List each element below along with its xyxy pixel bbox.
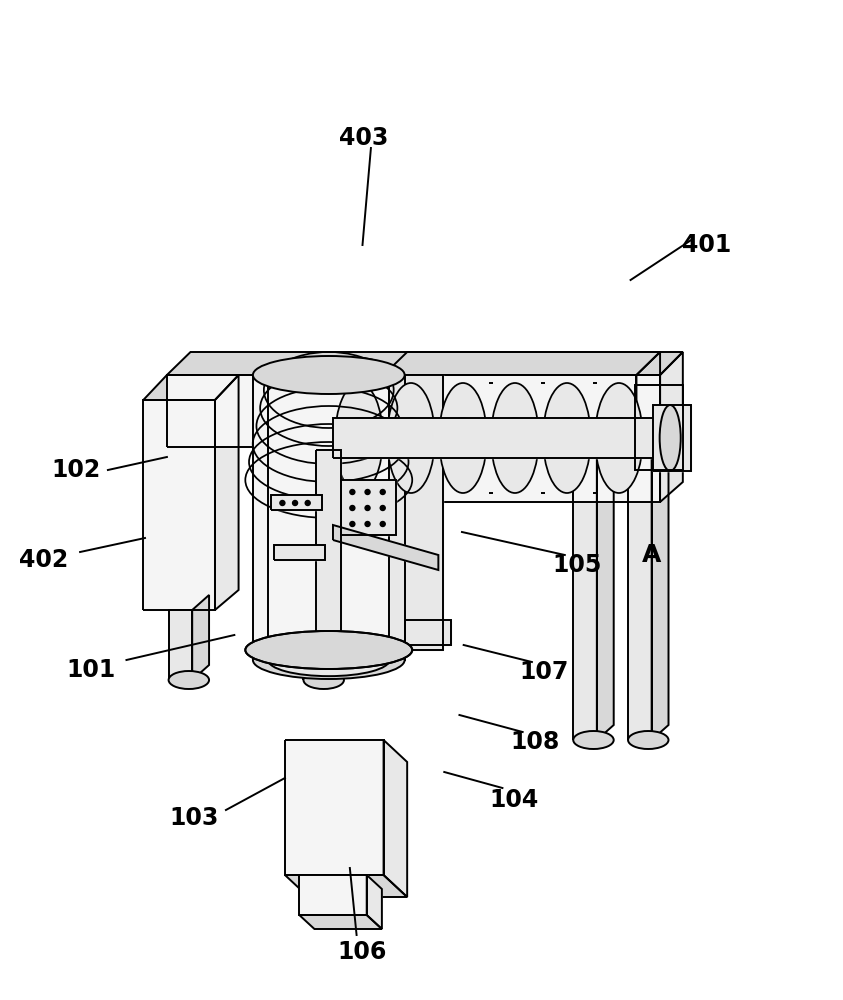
Polygon shape	[597, 412, 614, 740]
Text: 106: 106	[338, 940, 387, 964]
Polygon shape	[167, 352, 660, 375]
Polygon shape	[192, 595, 209, 680]
Text: 103: 103	[169, 806, 218, 830]
Ellipse shape	[253, 356, 405, 394]
Circle shape	[380, 506, 385, 510]
Polygon shape	[169, 610, 192, 680]
Text: 102: 102	[51, 458, 100, 482]
Ellipse shape	[335, 383, 383, 493]
Polygon shape	[333, 375, 443, 650]
Ellipse shape	[573, 731, 614, 749]
Polygon shape	[274, 545, 325, 560]
Text: A: A	[642, 543, 661, 567]
Ellipse shape	[660, 405, 681, 471]
Polygon shape	[333, 525, 438, 570]
Ellipse shape	[446, 418, 480, 458]
Text: 101: 101	[67, 658, 115, 682]
Ellipse shape	[602, 418, 636, 458]
Circle shape	[380, 489, 385, 494]
Ellipse shape	[387, 383, 435, 493]
Text: 401: 401	[682, 233, 731, 257]
Text: 105: 105	[553, 553, 602, 577]
Ellipse shape	[169, 671, 209, 689]
Polygon shape	[333, 418, 662, 458]
Polygon shape	[384, 375, 407, 502]
Text: 403: 403	[340, 126, 389, 150]
Ellipse shape	[245, 631, 412, 669]
Text: 104: 104	[490, 788, 539, 812]
Ellipse shape	[491, 383, 539, 493]
Polygon shape	[167, 375, 636, 447]
Ellipse shape	[268, 644, 389, 676]
Bar	[635, 385, 683, 470]
Polygon shape	[384, 352, 683, 375]
Polygon shape	[303, 447, 327, 680]
Ellipse shape	[439, 383, 487, 493]
Circle shape	[350, 489, 355, 494]
Text: 108: 108	[511, 730, 560, 754]
Ellipse shape	[595, 383, 643, 493]
Polygon shape	[652, 412, 668, 740]
Polygon shape	[367, 875, 382, 929]
Polygon shape	[143, 400, 215, 610]
Polygon shape	[268, 375, 389, 660]
Ellipse shape	[316, 358, 392, 392]
Polygon shape	[253, 375, 405, 660]
Circle shape	[293, 500, 298, 506]
Ellipse shape	[628, 731, 668, 749]
Polygon shape	[215, 375, 239, 610]
Circle shape	[365, 489, 370, 494]
Polygon shape	[285, 740, 384, 875]
Ellipse shape	[253, 641, 405, 679]
Polygon shape	[653, 405, 691, 471]
Ellipse shape	[394, 418, 428, 458]
Polygon shape	[299, 875, 367, 915]
Text: 402: 402	[19, 548, 68, 572]
Polygon shape	[628, 427, 652, 740]
Circle shape	[365, 506, 370, 510]
Polygon shape	[327, 432, 344, 680]
Ellipse shape	[342, 418, 376, 458]
Polygon shape	[143, 375, 239, 400]
Polygon shape	[405, 620, 451, 645]
Ellipse shape	[498, 418, 532, 458]
Text: 107: 107	[519, 660, 568, 684]
Polygon shape	[573, 427, 597, 740]
Circle shape	[280, 500, 285, 506]
Circle shape	[365, 522, 370, 526]
Polygon shape	[285, 875, 407, 897]
Ellipse shape	[543, 383, 591, 493]
Polygon shape	[660, 352, 683, 502]
Ellipse shape	[550, 418, 584, 458]
Polygon shape	[316, 450, 341, 650]
Circle shape	[380, 522, 385, 526]
Circle shape	[305, 500, 310, 506]
Polygon shape	[341, 480, 396, 535]
Polygon shape	[636, 352, 660, 447]
Polygon shape	[271, 495, 322, 510]
Circle shape	[350, 522, 355, 526]
Circle shape	[350, 506, 355, 510]
Polygon shape	[384, 375, 660, 502]
Ellipse shape	[303, 671, 344, 689]
Polygon shape	[384, 740, 407, 897]
Polygon shape	[299, 915, 382, 929]
